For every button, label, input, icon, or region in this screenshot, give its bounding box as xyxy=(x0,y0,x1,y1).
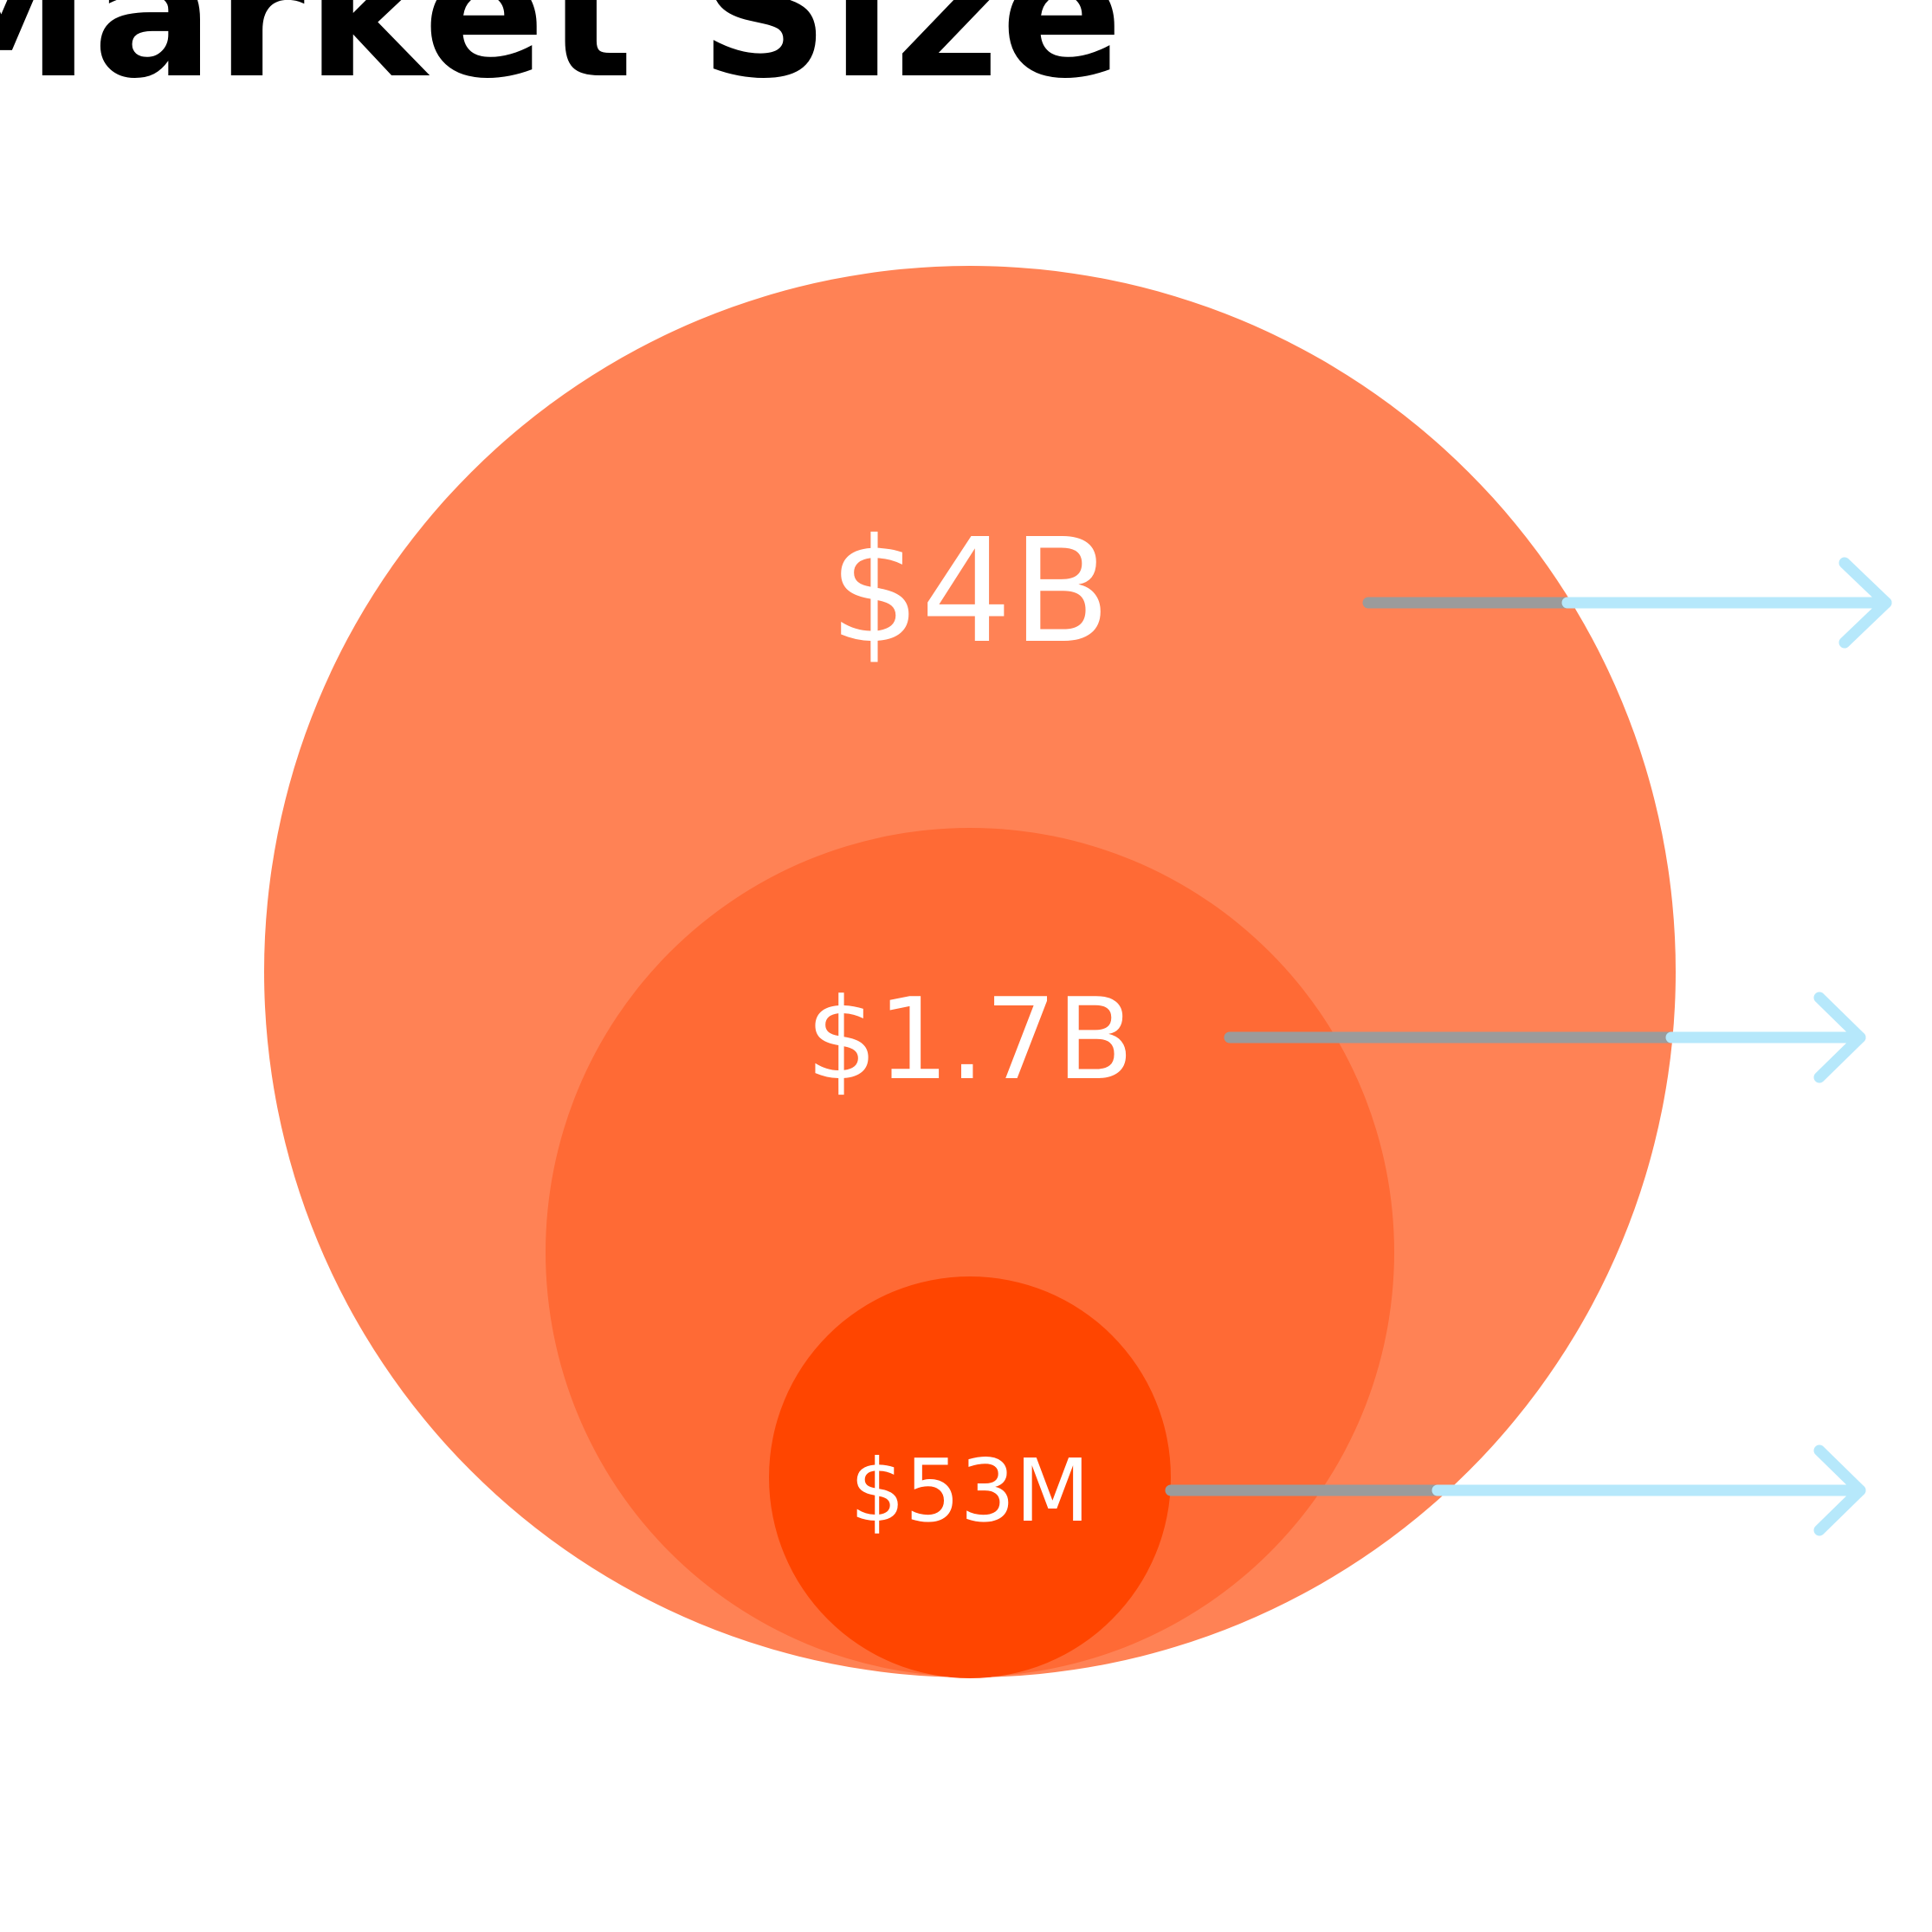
arrow-right-icon xyxy=(1813,1444,1866,1536)
connector-som xyxy=(1165,1444,1866,1536)
connector-tam xyxy=(1362,557,1892,649)
value-label-sam: $1.7B xyxy=(806,973,1134,1105)
circle-sam xyxy=(546,828,1394,1677)
circle-som xyxy=(769,1276,1171,1678)
value-label-tam: $4B xyxy=(829,508,1110,675)
arrow-right-icon xyxy=(1813,992,1866,1083)
value-label-som: $53M xyxy=(850,1440,1089,1541)
connector-sam xyxy=(1224,992,1866,1083)
arrow-right-icon xyxy=(1838,557,1892,649)
page-title: Market Size xyxy=(0,0,1125,119)
